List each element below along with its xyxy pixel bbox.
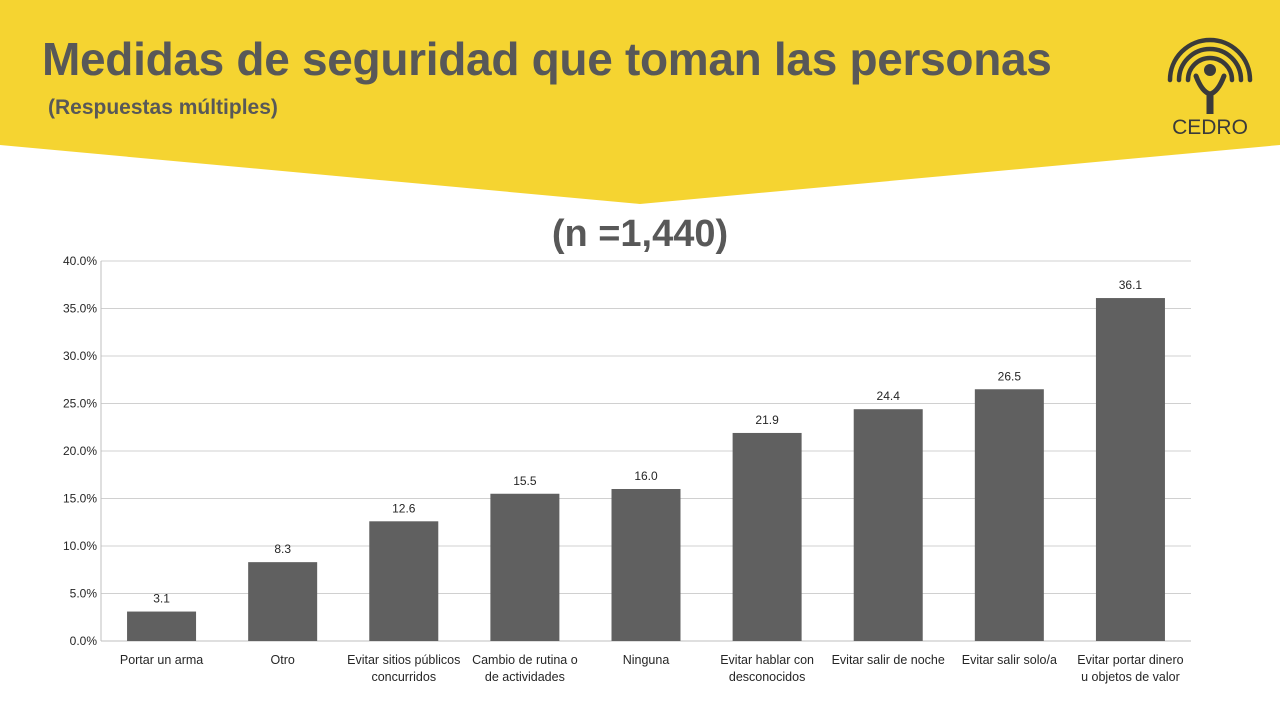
data-label: 21.9 [755, 413, 779, 427]
data-label: 26.5 [998, 369, 1022, 383]
y-tick-label: 15.0% [63, 492, 97, 506]
bar [611, 489, 681, 641]
y-tick-label: 30.0% [63, 349, 97, 363]
category-label: Evitar portar dinero u objetos de valor [1077, 653, 1183, 684]
bar [490, 493, 560, 641]
category-label: Evitar salir solo/a [962, 653, 1057, 667]
y-tick-label: 10.0% [63, 539, 97, 553]
y-tick-label: 35.0% [63, 302, 97, 316]
category-label: Otro [271, 653, 295, 667]
bar [974, 389, 1044, 641]
y-tick-label: 0.0% [70, 634, 98, 648]
data-label: 3.1 [153, 592, 170, 606]
y-tick-label: 25.0% [63, 397, 97, 411]
category-label: Portar un arma [120, 653, 203, 667]
data-label: 36.1 [1119, 278, 1143, 292]
y-tick-label: 40.0% [63, 254, 97, 268]
bar [369, 521, 439, 641]
y-tick-label: 20.0% [63, 444, 97, 458]
data-label: 16.0 [634, 469, 658, 483]
bar [853, 409, 923, 641]
category-label: Evitar hablar con desconocidos [720, 653, 814, 684]
category-label: Evitar sitios públicos concurridos [347, 653, 460, 684]
bar [127, 611, 197, 641]
category-label: Evitar salir de noche [832, 653, 945, 667]
page-subtitle: (Respuestas múltiples) [48, 96, 278, 119]
category-label: Cambio de rutina o de actividades [472, 653, 578, 684]
cedro-logo [1167, 37, 1253, 114]
data-label: 8.3 [274, 542, 291, 556]
data-label: 15.5 [513, 474, 537, 488]
data-label: 24.4 [877, 389, 901, 403]
data-label: 12.6 [392, 501, 416, 515]
chart-title: (n =1,440) [551, 213, 729, 255]
y-tick-label: 5.0% [70, 587, 98, 601]
logo-text: CEDRO [1172, 116, 1248, 139]
bar [732, 432, 802, 641]
page-title: Medidas de seguridad que toman las perso… [42, 33, 1052, 85]
bar [1095, 298, 1165, 641]
header-banner [0, 0, 1280, 204]
category-label: Ninguna [623, 653, 670, 667]
bar [248, 562, 318, 641]
